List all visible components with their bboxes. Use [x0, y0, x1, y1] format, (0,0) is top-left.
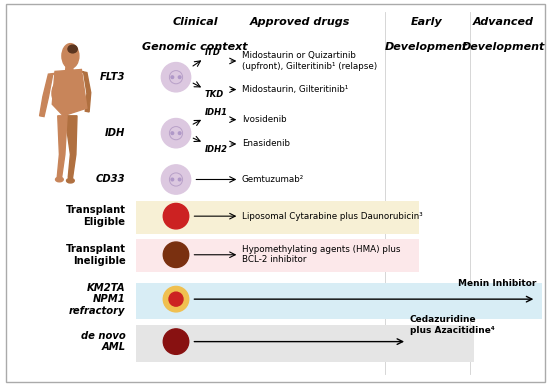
Polygon shape [81, 71, 91, 112]
Ellipse shape [161, 63, 191, 92]
Ellipse shape [68, 45, 77, 53]
Ellipse shape [161, 165, 191, 194]
Text: Advanced: Advanced [473, 17, 534, 27]
Text: IDH: IDH [105, 128, 125, 138]
Text: Midostaurin or Quizartinib
(upfront), Gilteritinib¹ (relapse): Midostaurin or Quizartinib (upfront), Gi… [242, 51, 377, 71]
FancyBboxPatch shape [136, 325, 474, 362]
Text: Early: Early [410, 17, 442, 27]
Text: Genomic context: Genomic context [142, 42, 248, 52]
Text: Cedazuridine
plus Azacitidine⁴: Cedazuridine plus Azacitidine⁴ [410, 315, 494, 335]
Ellipse shape [161, 119, 191, 148]
Text: Transplant
Ineligible: Transplant Ineligible [65, 244, 125, 266]
Polygon shape [52, 69, 87, 116]
Ellipse shape [178, 132, 181, 134]
Text: Development: Development [461, 42, 545, 52]
Ellipse shape [171, 178, 174, 181]
Text: IDH1: IDH1 [205, 108, 228, 117]
Ellipse shape [163, 286, 189, 312]
Text: Menin Inhibitor: Menin Inhibitor [458, 279, 536, 288]
Ellipse shape [52, 83, 64, 104]
Ellipse shape [171, 132, 174, 134]
Text: TKD: TKD [205, 90, 224, 99]
Polygon shape [40, 73, 55, 117]
Ellipse shape [56, 177, 63, 182]
Text: Liposomal Cytarabine plus Daunorubicin³: Liposomal Cytarabine plus Daunorubicin³ [242, 212, 423, 221]
Text: ITD: ITD [205, 48, 221, 57]
Text: CD33: CD33 [96, 174, 125, 185]
Text: Approved drugs: Approved drugs [250, 17, 350, 27]
Ellipse shape [62, 44, 79, 68]
Text: FLT3: FLT3 [100, 72, 125, 82]
FancyBboxPatch shape [136, 239, 419, 272]
Polygon shape [65, 116, 77, 178]
Ellipse shape [163, 203, 189, 229]
Ellipse shape [67, 178, 74, 183]
Text: Transplant
Eligible: Transplant Eligible [65, 205, 125, 227]
Text: Enasidenib: Enasidenib [242, 139, 290, 149]
Text: Ivosidenib: Ivosidenib [242, 115, 287, 124]
Ellipse shape [169, 292, 183, 306]
FancyBboxPatch shape [6, 4, 544, 382]
Text: IDH2: IDH2 [205, 145, 228, 154]
Text: KM2TA
NPM1
refractory: KM2TA NPM1 refractory [69, 283, 125, 316]
Polygon shape [57, 116, 67, 178]
FancyBboxPatch shape [136, 201, 419, 234]
Text: Hypomethylating agents (HMA) plus
BCL-2 inhibitor: Hypomethylating agents (HMA) plus BCL-2 … [242, 245, 400, 264]
Ellipse shape [171, 76, 174, 78]
Ellipse shape [178, 178, 181, 181]
Text: Development: Development [384, 42, 468, 52]
Ellipse shape [163, 242, 189, 267]
Polygon shape [65, 57, 73, 71]
Text: Midostaurin, Gilteritinib¹: Midostaurin, Gilteritinib¹ [242, 85, 348, 94]
FancyBboxPatch shape [136, 283, 542, 319]
Text: Gemtuzumab²: Gemtuzumab² [242, 175, 304, 184]
Ellipse shape [163, 329, 189, 354]
Ellipse shape [178, 76, 181, 78]
Text: Clinical: Clinical [173, 17, 218, 27]
Text: de novo
AML: de novo AML [81, 331, 125, 352]
